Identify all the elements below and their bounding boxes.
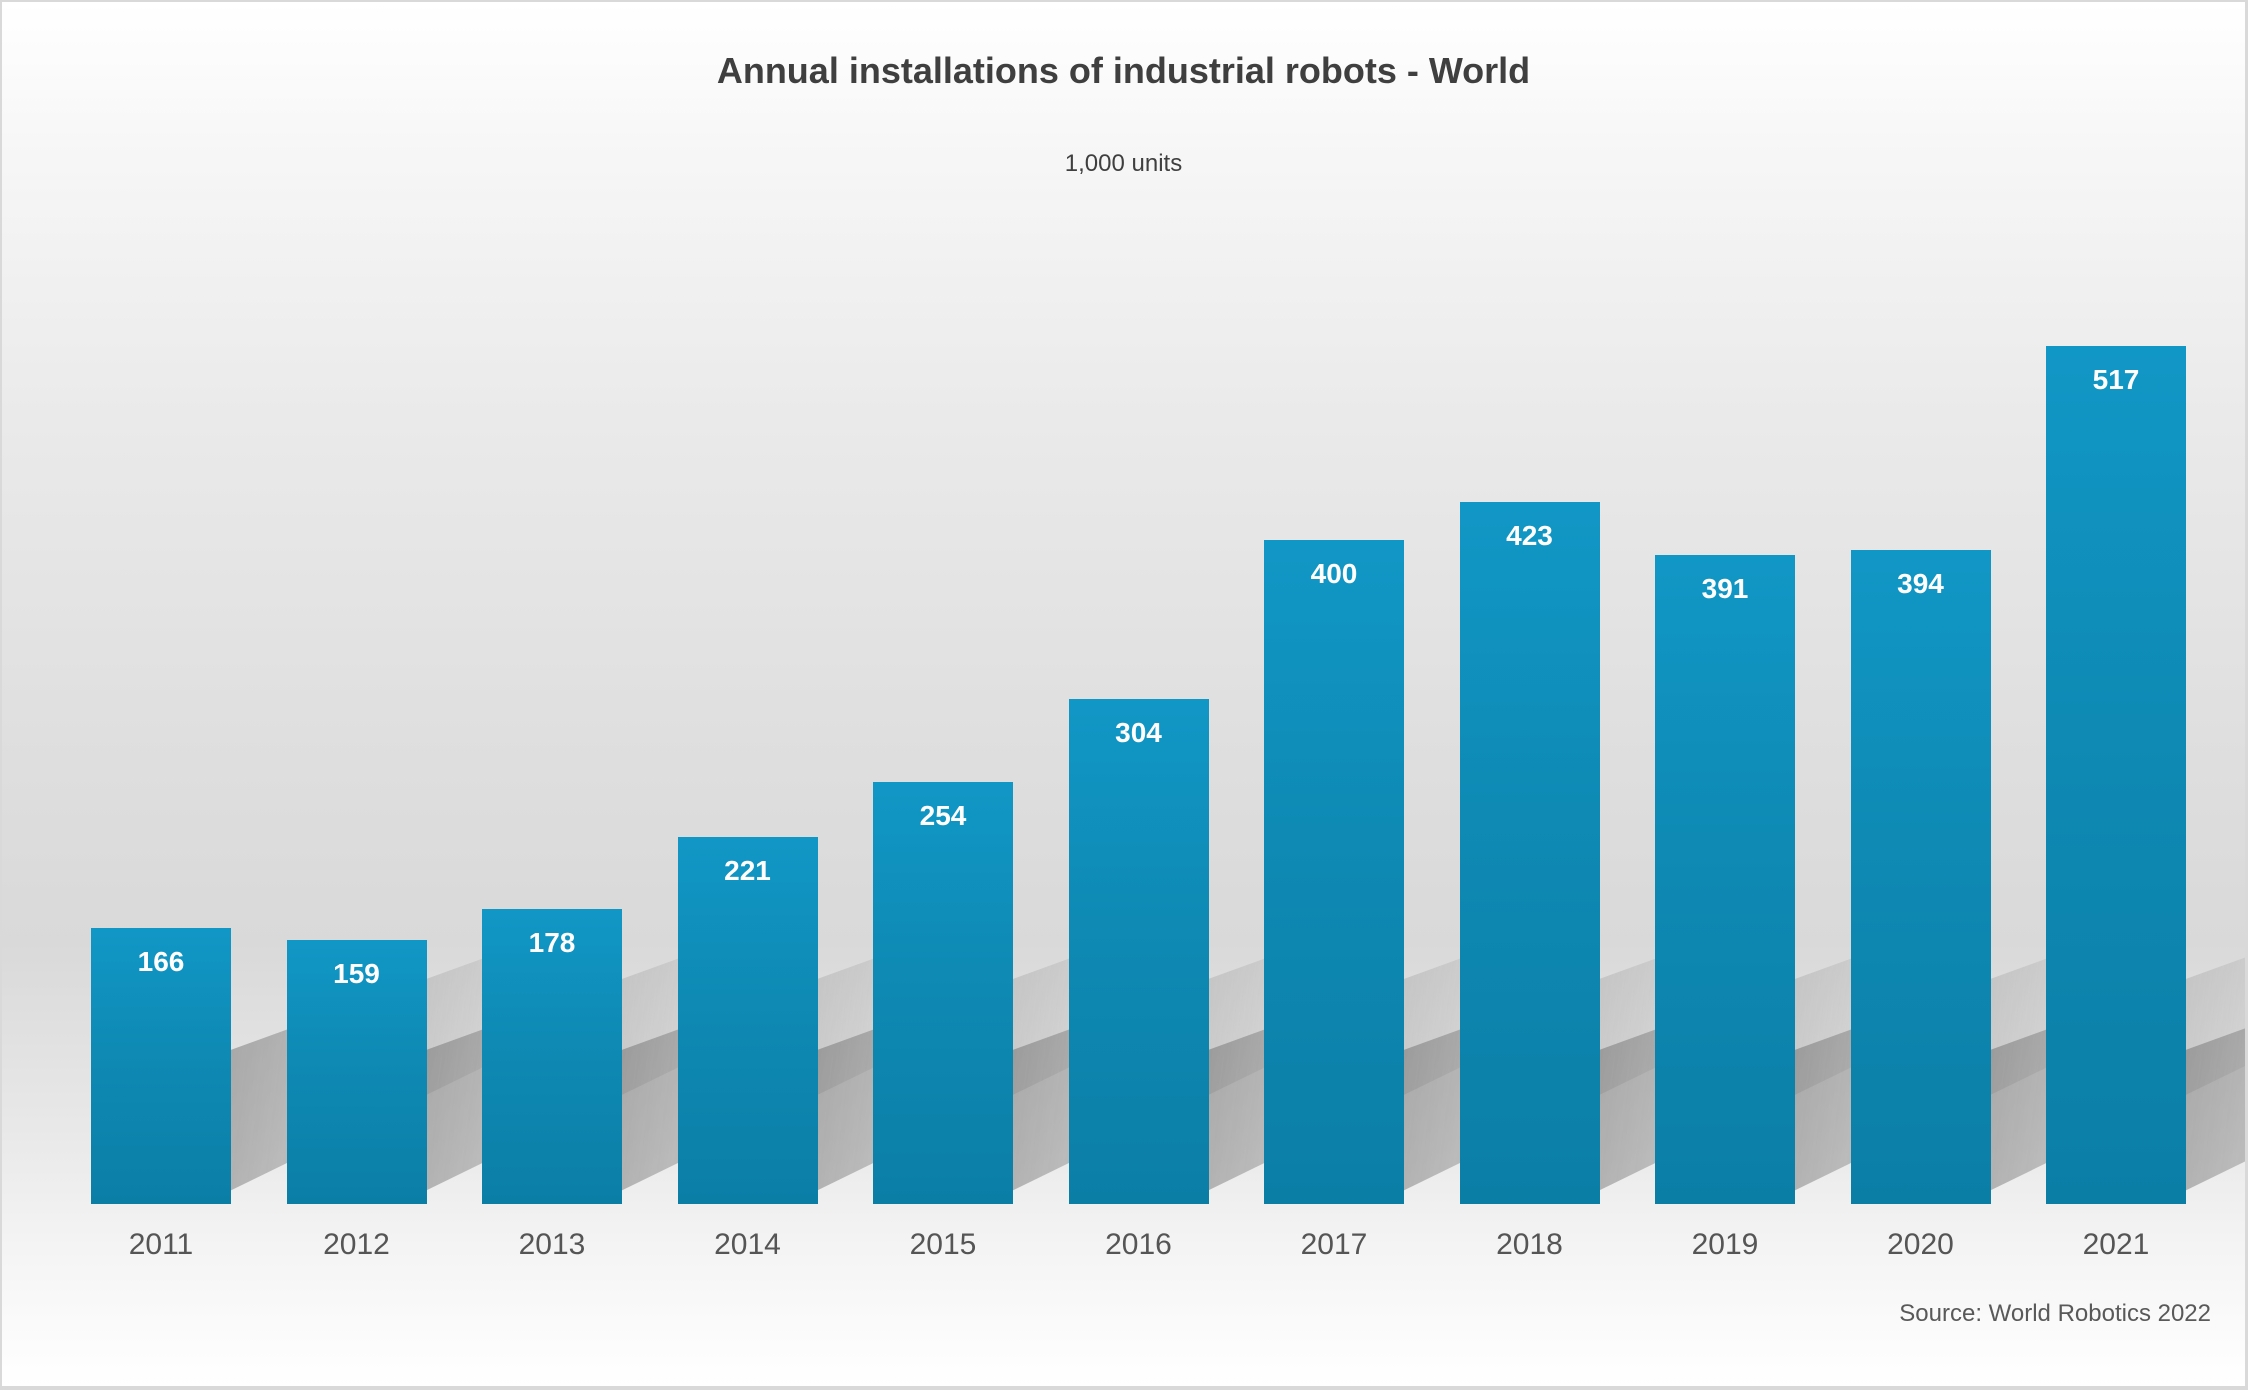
bar-2016: 304 [1068,699,1209,1204]
bar-2018: 423 [1459,502,1600,1204]
bar-2014: 221 [677,837,818,1204]
bar-value-label: 400 [1310,558,1358,589]
bar-value-label: 159 [333,958,380,989]
x-axis-label: 2011 [128,1228,194,1261]
bar-2012: 159 [286,940,427,1204]
bar-value-label: 391 [1701,573,1749,604]
bar-value-label: 178 [528,927,576,958]
x-axis-label: 2020 [1887,1228,1954,1261]
bar-2017: 400 [1264,540,1404,1204]
bar-value-label: 517 [2092,364,2140,395]
bar-2013: 178 [482,909,622,1204]
bar-value-label: 166 [137,946,185,977]
x-axis-label: 2014 [714,1228,781,1261]
bar-value-label: 394 [1897,568,1944,599]
x-axis-label: 2018 [1496,1228,1563,1261]
x-axis-label: 2017 [1300,1228,1368,1261]
bar-2021: 517 [2046,346,2186,1204]
x-axis-label: 2012 [323,1228,390,1261]
bar-value-label: 254 [919,800,967,831]
x-axis-label: 2021 [2082,1228,2150,1261]
bar-2019: 391 [1655,555,1795,1204]
chart-units-label: 1,000 units [1064,150,1183,177]
bar-2011: 166 [91,928,231,1204]
source-caption: Source: World Robotics 2022 [1899,1300,2211,1327]
bar-2020: 394 [1850,550,1991,1204]
chart-title: Annual installations of industrial robot… [716,50,1531,91]
bar-2015: 254 [873,782,1013,1204]
x-axis-label: 2015 [909,1228,977,1261]
x-axis-label: 2019 [1691,1228,1759,1261]
bar-value-label: 221 [724,855,771,886]
bar-value-label: 423 [1506,520,1553,551]
bar-value-label: 304 [1115,717,1162,748]
x-axis-label: 2013 [518,1228,586,1261]
x-axis-label: 2016 [1105,1228,1172,1261]
